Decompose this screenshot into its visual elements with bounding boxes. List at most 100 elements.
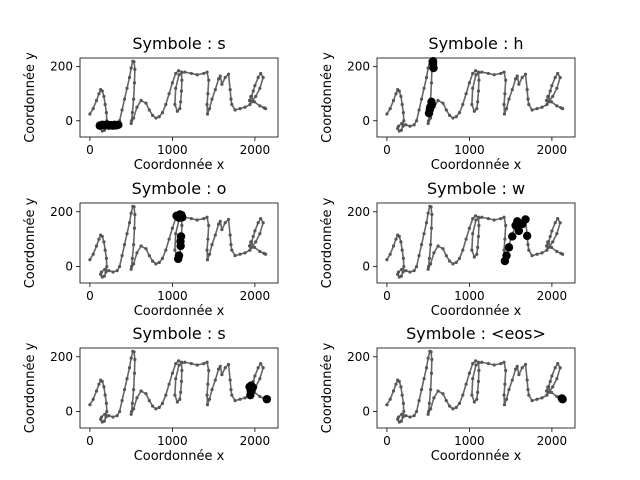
trajectory-point (135, 105, 139, 109)
trajectory-point (544, 389, 549, 393)
trajectory-point (207, 78, 211, 82)
trajectory-point (233, 108, 237, 112)
trajectory-point (472, 400, 476, 404)
trajectory-point (424, 221, 429, 225)
trajectory-point (173, 248, 177, 252)
trajectory-point (103, 248, 107, 252)
trajectory-point (527, 102, 531, 107)
trajectory-point (422, 86, 426, 90)
trajectory-point (213, 233, 217, 237)
subplot-title: Symbole : h (428, 34, 523, 53)
trajectory-point (254, 240, 258, 244)
trajectory-point (233, 399, 237, 403)
axes-frame (79, 202, 279, 284)
trajectory-point (178, 106, 182, 111)
trajectory-point (502, 248, 506, 252)
x-tick-label: 2000 (240, 143, 271, 157)
trajectory-point (526, 388, 530, 392)
trajectory-point (457, 111, 462, 115)
trajectory-point (471, 86, 475, 90)
trajectory-point (499, 362, 503, 366)
trajectory-point (451, 262, 455, 266)
x-tick-label: 1000 (157, 289, 188, 303)
trajectory-point (218, 219, 222, 223)
trajectory-point (228, 233, 232, 237)
trajectory-point (499, 71, 503, 76)
trajectory-point (520, 366, 524, 370)
trajectory-point (179, 360, 184, 364)
highlight-point (521, 215, 530, 224)
trajectory-point (502, 102, 506, 107)
trajectory-point (404, 123, 408, 127)
trajectory-point (526, 97, 530, 101)
trajectory-point (154, 262, 158, 266)
trajectory-point (264, 106, 268, 111)
trajectory-point (94, 98, 99, 103)
trajectory-point (229, 97, 233, 101)
trajectory-point (104, 415, 108, 419)
trajectory-point (441, 247, 445, 251)
trajectory-point (404, 269, 408, 273)
trajectory-point (132, 205, 136, 209)
trajectory-point (417, 254, 421, 258)
trajectory-point (394, 92, 398, 96)
trajectory-point (550, 83, 554, 88)
y-axis-label: Coordonnée y (320, 52, 335, 143)
trajectory-point (132, 116, 136, 120)
trajectory-point (464, 92, 468, 96)
trajectory-point (176, 359, 181, 363)
trajectory-point (510, 378, 514, 382)
trajectory-point (174, 362, 178, 366)
y-tick-label: 200 (347, 60, 370, 74)
trajectory-point (525, 378, 529, 382)
trajectory-point (527, 393, 531, 397)
trajectory-point (401, 111, 405, 115)
trajectory-point (229, 243, 233, 247)
trajectory-point (471, 362, 475, 366)
trajectory-point (226, 362, 231, 367)
trajectory-point (402, 264, 406, 269)
trajectory-point (206, 382, 210, 386)
trajectory-point (555, 394, 559, 399)
trajectory-point (419, 97, 424, 101)
trajectory-point (441, 392, 445, 396)
y-axis-label: Coordonnée y (23, 342, 38, 433)
trajectory-point (415, 264, 419, 269)
trajectory-point (467, 81, 471, 85)
trajectory-point (551, 240, 555, 244)
trajectory-point (97, 237, 101, 241)
trajectory-point (125, 377, 129, 381)
trajectory-point (422, 232, 426, 236)
trajectory-point (223, 221, 227, 225)
trajectory-point (473, 69, 478, 73)
trajectory-point (555, 249, 559, 254)
trajectory-point (189, 71, 193, 76)
x-tick-label: 2000 (537, 434, 568, 448)
trajectory-point (179, 390, 183, 394)
trajectory-point (396, 415, 401, 419)
trajectory-point (127, 75, 132, 80)
trajectory-point (226, 72, 231, 76)
trajectory-point (120, 254, 124, 258)
trajectory-point (91, 252, 95, 256)
trajectory-point (189, 362, 193, 366)
trajectory-point (129, 66, 133, 70)
trajectory-point (223, 75, 227, 80)
x-tick-label: 0 (86, 143, 94, 157)
trajectory-point (444, 399, 448, 403)
trajectory-point (147, 399, 151, 403)
trajectory-point (444, 108, 448, 112)
trajectory-point (424, 366, 429, 370)
y-axis-label: Coordonnée y (23, 197, 38, 288)
trajectory-point (189, 217, 193, 221)
trajectory-point (160, 256, 165, 260)
trajectory-point (475, 252, 479, 256)
highlight-point (175, 210, 185, 219)
trajectory-point (520, 75, 524, 80)
axes-frame (376, 202, 576, 284)
x-tick-label: 1000 (454, 289, 485, 303)
trajectory-point (535, 252, 539, 256)
trajectory-point (503, 92, 507, 96)
y-tick-label: 0 (362, 260, 370, 274)
trajectory-point (492, 363, 496, 367)
